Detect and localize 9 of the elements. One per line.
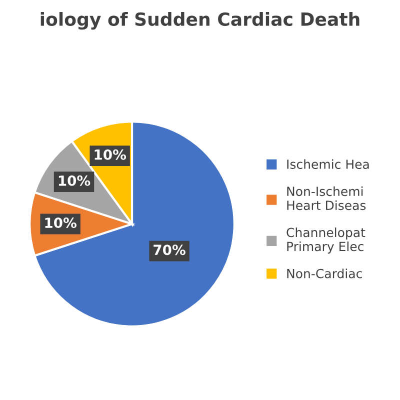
data-label: 10%: [94, 149, 126, 160]
chart-title: iology of Sudden Cardiac Death: [40, 12, 360, 30]
data-label: 10%: [45, 218, 76, 228]
legend-label: Non-Cardiac: [287, 268, 362, 278]
data-label: 10%: [58, 175, 90, 186]
legend-label: Non-Ischemi Heart Diseas: [287, 186, 366, 210]
legend-label: Ischemic Hea: [287, 159, 369, 169]
legend-label: Channelopat Primary Elec: [286, 228, 366, 254]
data-label: 70%: [154, 244, 186, 256]
